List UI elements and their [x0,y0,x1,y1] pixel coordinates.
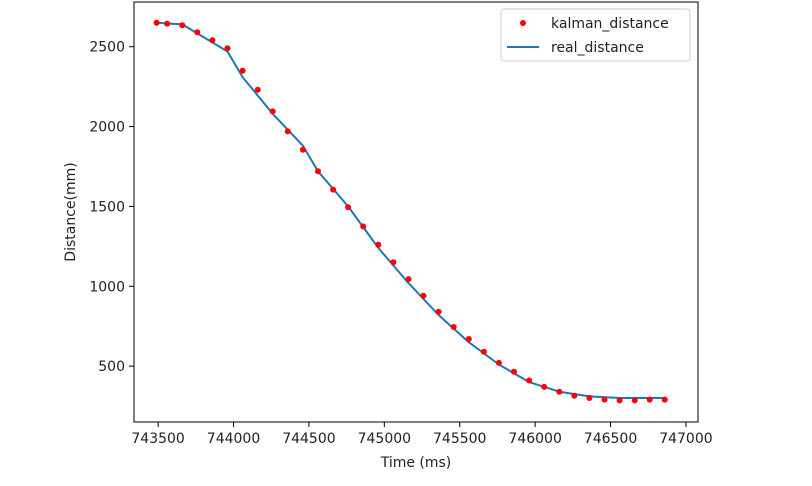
data-point-kalman-distance [299,146,306,153]
data-point-kalman-distance [571,392,578,399]
y-tick-label: 1000 [89,279,125,295]
data-point-kalman-distance [511,368,517,375]
data-point-kalman-distance [330,186,337,193]
data-point-kalman-distance [556,388,563,395]
data-point-kalman-distance [450,324,457,330]
series-line-real-distance [156,21,665,399]
y-tick-label: 500 [98,359,125,375]
data-point-kalman-distance [239,67,246,74]
legend-label-kalman-distance: kalman_distance [551,16,669,32]
x-tick-label: 744500 [282,431,335,447]
data-point-kalman-distance [164,20,171,27]
data-point-kalman-distance [465,336,472,342]
legend-label-real-distance: real_distance [551,40,644,56]
data-point-kalman-distance [375,241,382,248]
plot-frame [133,1,699,423]
x-tick-label: 744000 [207,431,260,447]
plot-marks [153,19,668,404]
data-point-kalman-distance [194,29,201,36]
data-point-kalman-distance [345,204,352,211]
legend-marker-kalman-distance [520,20,526,26]
data-point-kalman-distance [661,396,668,403]
x-tick-label: 745500 [433,431,486,447]
data-point-kalman-distance [480,348,487,355]
data-point-kalman-distance [179,22,186,29]
data-point-kalman-distance [495,359,502,366]
data-point-kalman-distance [405,276,412,283]
y-tick-label: 2500 [89,40,125,56]
data-point-kalman-distance [631,397,638,404]
legend: kalman_distance real_distance [500,8,691,62]
y-tick-label: 2000 [89,120,125,136]
legend-box [500,8,691,62]
x-axis-label: Time (ms) [380,455,452,471]
data-point-kalman-distance [269,108,276,115]
data-point-kalman-distance [616,397,623,404]
data-point-kalman-distance [360,223,367,230]
data-point-kalman-distance [646,396,653,403]
x-tick-label: 747000 [659,431,712,447]
data-point-kalman-distance [390,259,397,266]
data-point-kalman-distance [526,377,533,384]
x-tick-label: 745000 [358,431,411,447]
data-point-kalman-distance [435,308,442,315]
x-tick-label: 746000 [508,431,561,447]
data-point-kalman-distance [315,168,321,175]
y-tick-label: 1500 [89,199,125,215]
data-point-kalman-distance [153,19,160,26]
data-point-kalman-distance [284,128,291,135]
x-tick-label: 746500 [584,431,637,447]
data-point-kalman-distance [224,45,231,52]
data-point-kalman-distance [586,395,593,401]
y-axis-label: Distance(mm) [63,162,79,261]
data-point-kalman-distance [601,396,608,403]
data-point-kalman-distance [254,86,261,93]
data-point-kalman-distance [541,383,548,390]
axis-ticks: 743500 744000 744500 745000 745500 746000 7465… [89,40,712,447]
data-point-kalman-distance [209,37,216,44]
data-point-kalman-distance [420,292,427,299]
x-tick-label: 743500 [131,431,184,447]
